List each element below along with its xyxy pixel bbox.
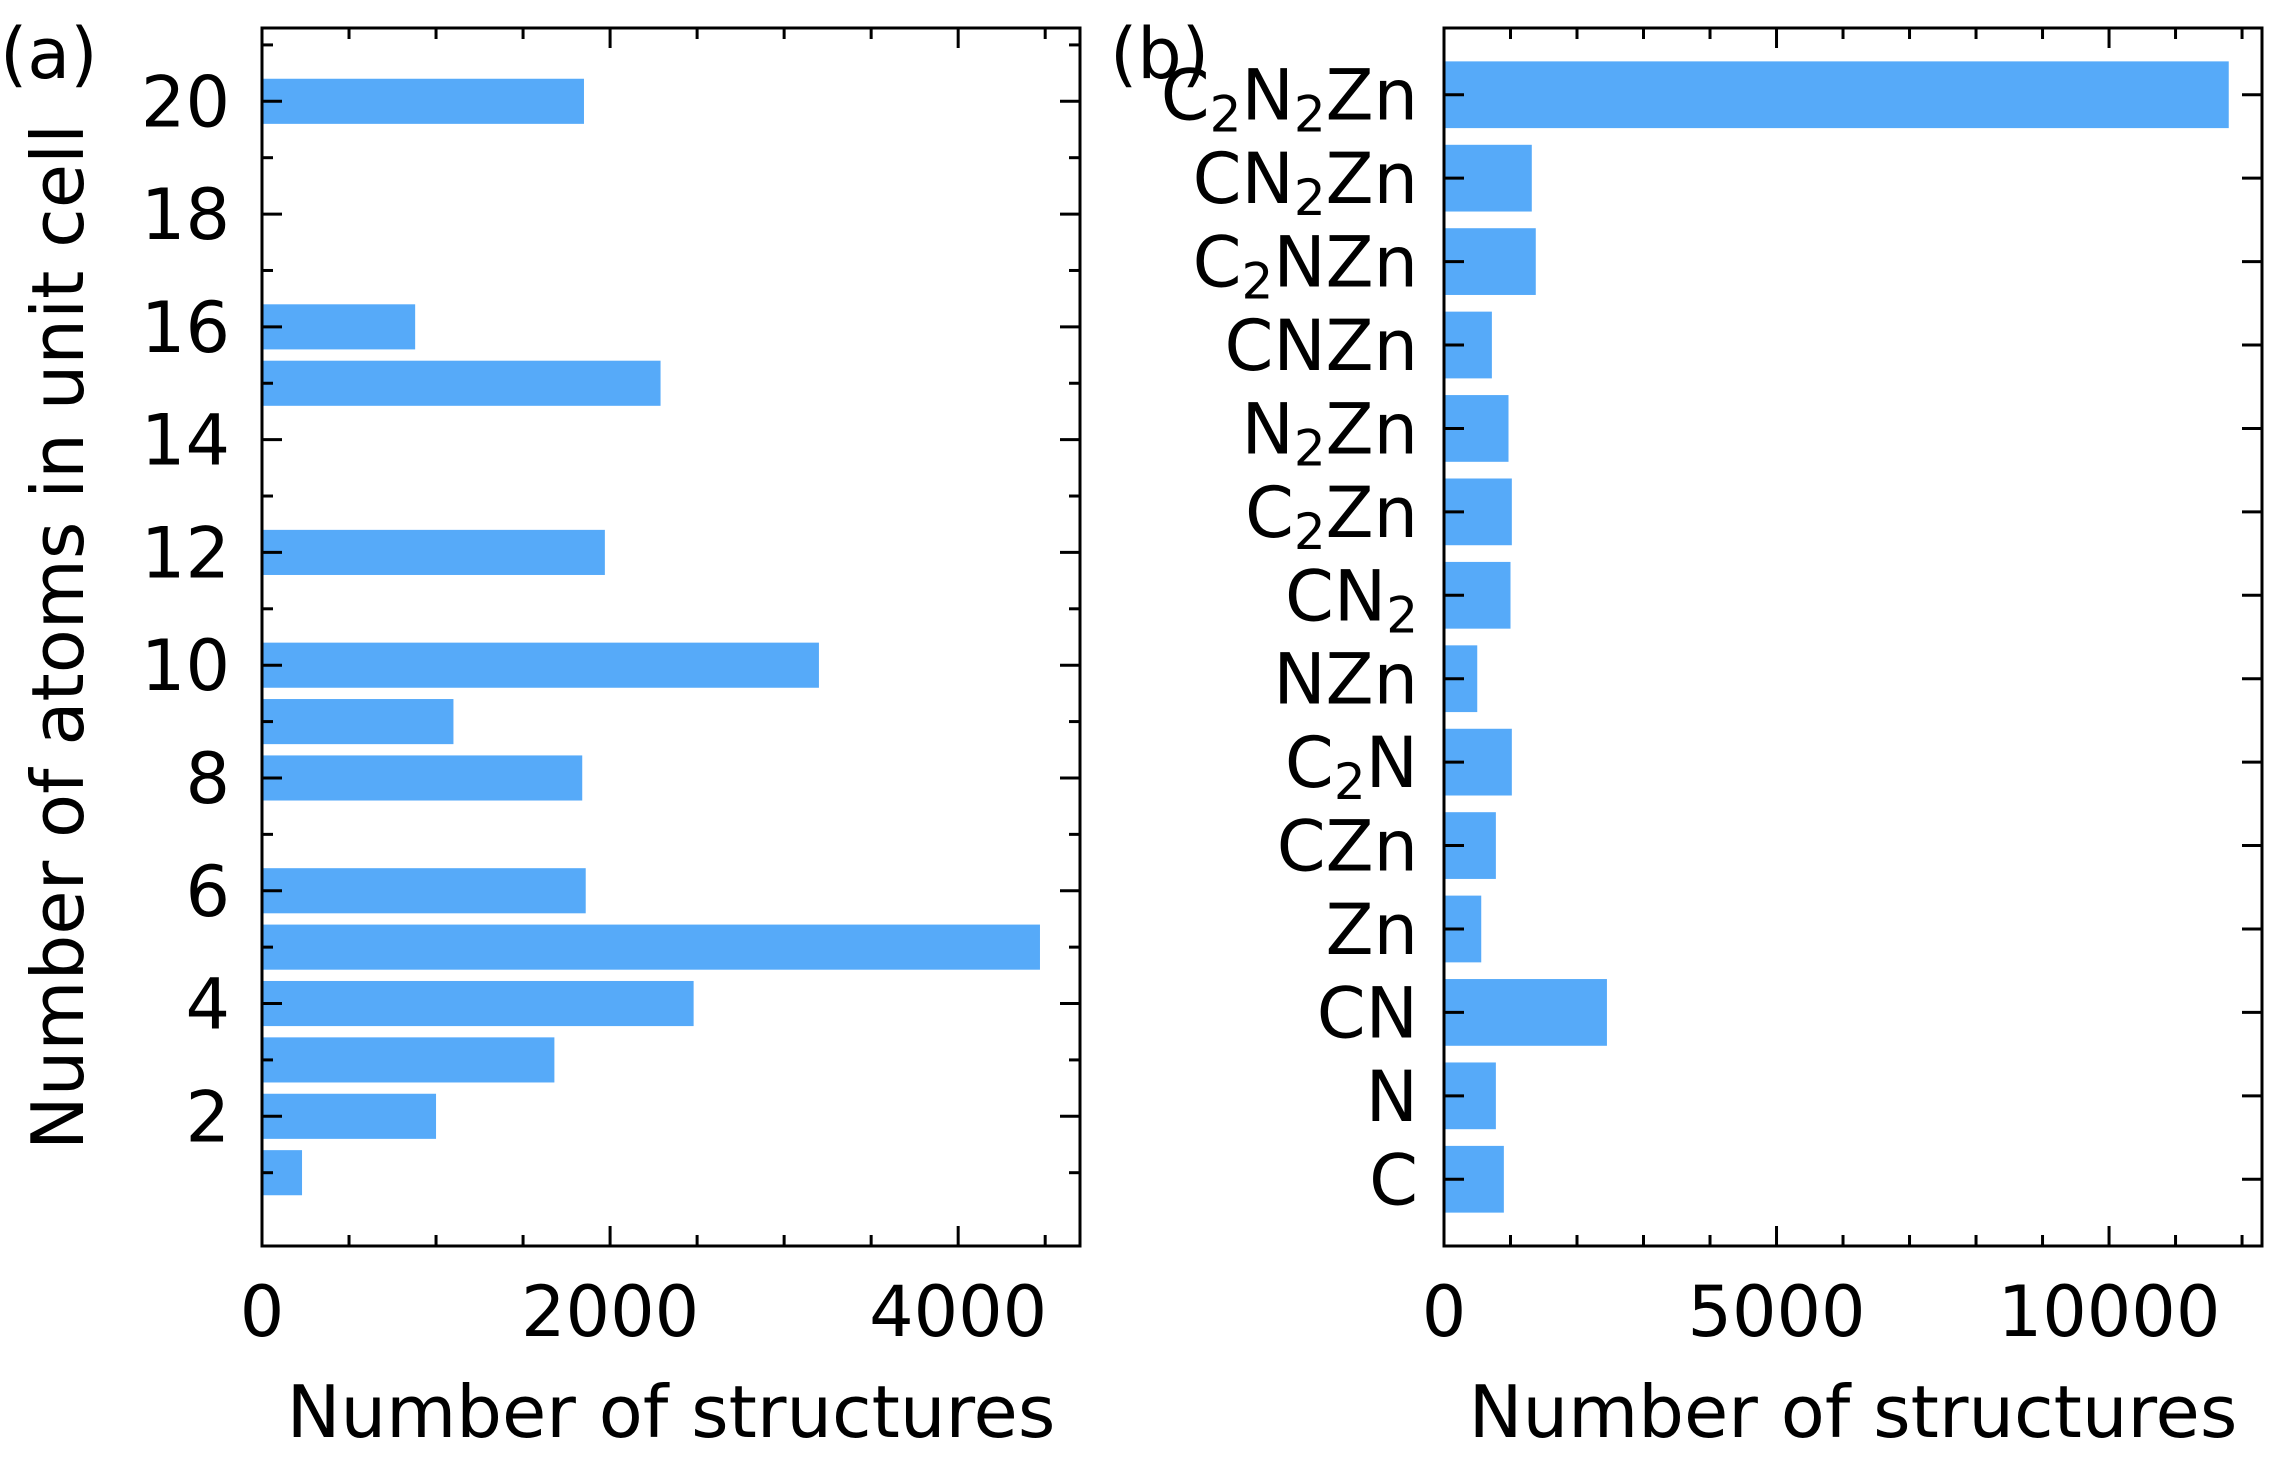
- panel-b-plot-frame: [1442, 26, 2264, 1248]
- panel-a-y-tick-label-12: 12: [141, 512, 230, 594]
- label-part: Zn: [1326, 472, 1418, 554]
- panel-b-y-tick-label-Zn: Zn: [1326, 889, 1418, 971]
- panel-a-bar-15: [262, 360, 661, 406]
- panel-a-y-tick-label-10: 10: [141, 625, 230, 707]
- subscript: 2: [1294, 86, 1326, 144]
- panel-b-y-tick-label-CN2Zn: CN2Zn: [1193, 138, 1418, 227]
- panel-a-y-tick-label-8: 8: [185, 738, 230, 820]
- panel-b-y-tick-label-CN: CN: [1317, 972, 1418, 1054]
- panel-a-x-tick-label-4000: 4000: [869, 1271, 1047, 1353]
- panel-a-bar-20: [262, 78, 584, 124]
- label-part: Zn: [1326, 55, 1418, 137]
- panel-b-y-tick-label-N2Zn: N2Zn: [1241, 388, 1418, 477]
- label-part: C: [1285, 722, 1334, 804]
- panel-b-ticks: 0 5000 10000CNCNZnCZnC2NNZnCN2C2ZnN2ZnCNZn…: [1161, 28, 2262, 1353]
- label-part: C: [1161, 55, 1210, 137]
- panel-b-bars: [1444, 61, 2229, 1213]
- panel-a-y-tick-label-20: 20: [141, 61, 230, 143]
- panel-b-y-tick-label-C2N2Zn: C2N2Zn: [1161, 55, 1418, 144]
- panel-a-bar-chart: (a) 0 2000 4000 2 4 6 8 10 12 14 16 18 20 Number of …: [0, 13, 1082, 1454]
- panel-a-bar-2: [262, 1093, 437, 1139]
- label-part: CN: [1317, 972, 1418, 1054]
- label-part: Zn: [1326, 388, 1418, 470]
- panel-a-y-tick-label-6: 6: [185, 851, 230, 933]
- label-part: C: [1245, 472, 1294, 554]
- panel-a-y-tick-label-14: 14: [141, 400, 230, 482]
- panel-a-bar-8: [262, 755, 583, 801]
- label-part: NZn: [1273, 222, 1418, 304]
- panel-b-bar-C2N2Zn: [1444, 61, 2229, 129]
- panel-a-y-tick-label-18: 18: [141, 174, 230, 256]
- panel-a-bar-10: [262, 642, 819, 688]
- panel-b-x-tick-label-5000: 5000: [1687, 1271, 1865, 1353]
- panel-b-bar-CN: [1444, 979, 1607, 1046]
- panel-a-bar-16: [262, 304, 416, 350]
- label-part: CN: [1285, 555, 1386, 637]
- panel-a-y-tick-label-4: 4: [185, 964, 230, 1046]
- panel-a-label: (a): [0, 13, 98, 95]
- label-part: N: [1241, 55, 1293, 137]
- panel-a-bar-3: [262, 1037, 555, 1083]
- subscript: 2: [1294, 503, 1326, 561]
- subscript: 2: [1334, 753, 1366, 811]
- panel-b-x-tick-label-10000: 10000: [1998, 1271, 2221, 1353]
- label-part: C: [1369, 1139, 1418, 1221]
- panel-a-x-tick-label-2000: 2000: [521, 1271, 699, 1353]
- subscript: 2: [1210, 86, 1242, 144]
- panel-a-x-tick-label-0: 0: [240, 1271, 285, 1353]
- subscript: 2: [1294, 169, 1326, 227]
- panel-b-y-tick-label-NZn: NZn: [1273, 639, 1418, 721]
- panel-b-y-tick-label-CZn: CZn: [1277, 806, 1418, 888]
- label-part: N: [1366, 1056, 1418, 1138]
- panel-b-y-tick-label-CN2: CN2: [1285, 555, 1418, 644]
- panel-b-y-tick-label-C2N: C2N: [1285, 722, 1418, 811]
- panel-a-x-axis-label: Number of structures: [287, 1370, 1056, 1454]
- label-part: N: [1241, 388, 1293, 470]
- label-part: CZn: [1277, 806, 1418, 888]
- panel-b-y-tick-label-C2NZn: C2NZn: [1193, 222, 1418, 311]
- panel-b-y-tick-label-C: C: [1369, 1139, 1418, 1221]
- panel-a-bar-6: [262, 868, 586, 914]
- panel-a-y-tick-label-2: 2: [185, 1076, 230, 1158]
- subscript: 2: [1242, 253, 1274, 311]
- label-part: NZn: [1273, 639, 1418, 721]
- panel-a-y-tick-label-16: 16: [141, 287, 230, 369]
- panel-b-y-tick-label-CNZn: CNZn: [1224, 305, 1418, 387]
- label-part: Zn: [1326, 138, 1418, 220]
- panel-a-bar-12: [262, 529, 605, 575]
- panel-b-label: (b): [1110, 13, 1209, 95]
- subscript: 2: [1386, 586, 1418, 644]
- panel-a-bars: [262, 78, 1040, 1196]
- panel-a-bar-5: [262, 924, 1040, 970]
- label-part: Zn: [1326, 889, 1418, 971]
- panel-b-x-tick-label-0: 0: [1422, 1271, 1467, 1353]
- panel-b-y-tick-label-N: N: [1366, 1056, 1418, 1138]
- label-part: CN: [1193, 138, 1294, 220]
- panel-a-ticks: 0 2000 4000 2 4 6 8 10 12 14 16 18 20: [141, 28, 1080, 1353]
- label-part: N: [1366, 722, 1418, 804]
- panel-a-bar-9: [262, 699, 454, 745]
- panel-a-plot-frame: [260, 26, 1082, 1248]
- label-part: CNZn: [1224, 305, 1418, 387]
- panel-b-x-axis-label: Number of structures: [1469, 1370, 2238, 1454]
- panel-b-bar-chart: (b) 0 5000 10000CNCNZnCZnC2NNZnCN2C2ZnN2Zn…: [1110, 13, 2264, 1454]
- subscript: 2: [1294, 419, 1326, 477]
- panel-a-bar-4: [262, 980, 694, 1027]
- label-part: C: [1193, 222, 1242, 304]
- panel-b-y-tick-label-C2Zn: C2Zn: [1245, 472, 1418, 561]
- panel-a-y-axis-label: Number of atoms in unit cell: [16, 124, 100, 1150]
